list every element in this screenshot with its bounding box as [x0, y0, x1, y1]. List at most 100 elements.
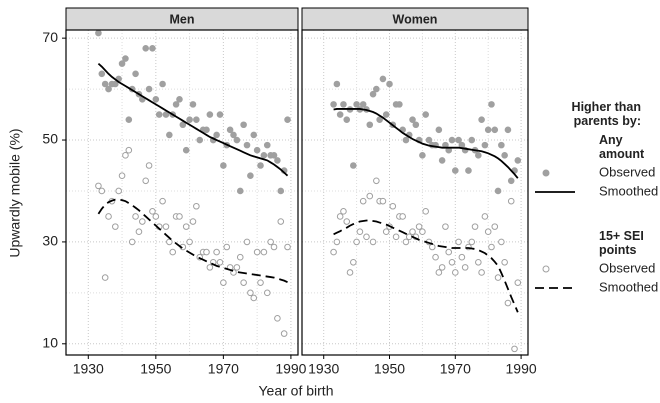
data-point	[445, 248, 453, 256]
data-point	[216, 111, 224, 118]
data-point	[336, 111, 344, 118]
legend-marker	[542, 265, 550, 273]
panel-border	[65, 29, 299, 356]
data-point	[504, 126, 512, 134]
data-point	[491, 223, 499, 230]
data-point	[118, 172, 126, 179]
data-point	[128, 238, 136, 246]
data-point	[468, 238, 476, 246]
data-point	[369, 90, 377, 98]
data-point	[438, 157, 446, 164]
y-tick-label: 50	[42, 131, 58, 147]
data-point	[379, 197, 387, 205]
data-point	[233, 264, 241, 271]
data-point	[379, 75, 387, 83]
data-point	[511, 345, 518, 353]
data-point	[95, 29, 102, 37]
data-point	[491, 126, 499, 134]
legend-label: Observed	[599, 164, 655, 179]
data-point	[166, 131, 173, 139]
data-point	[149, 45, 156, 52]
data-point	[435, 126, 443, 134]
data-point	[481, 141, 489, 149]
data-point	[101, 80, 109, 88]
data-point	[155, 111, 163, 118]
data-point	[122, 152, 129, 159]
x-tick-label: 1950	[140, 361, 171, 377]
data-point	[182, 146, 190, 154]
data-point	[145, 162, 153, 169]
data-point	[340, 208, 347, 215]
data-point	[392, 233, 400, 241]
data-point	[253, 248, 261, 256]
data-point	[263, 141, 271, 149]
data-point	[243, 238, 251, 246]
data-point	[488, 101, 495, 108]
data-point	[132, 213, 139, 220]
data-point	[425, 136, 433, 144]
data-point	[125, 146, 133, 154]
data-point	[193, 116, 200, 123]
data-point	[481, 213, 489, 220]
data-point	[101, 274, 109, 281]
data-point	[189, 101, 197, 108]
data-point	[223, 243, 231, 251]
data-point	[216, 258, 224, 266]
data-point	[280, 330, 288, 337]
data-point	[465, 167, 472, 174]
data-point	[359, 197, 367, 205]
data-point	[448, 258, 456, 266]
data-point	[343, 116, 351, 123]
smoothed-line	[97, 62, 289, 177]
data-point	[409, 228, 416, 236]
data-point	[277, 218, 285, 225]
data-point	[152, 95, 160, 103]
data-point	[206, 111, 214, 118]
data-point	[213, 248, 220, 256]
data-point	[369, 238, 377, 246]
data-point	[250, 294, 258, 302]
data-point	[373, 177, 380, 185]
legend-title: Higher than parents by:	[572, 100, 641, 128]
data-point	[419, 228, 426, 236]
data-point	[448, 136, 456, 144]
data-point	[166, 238, 173, 246]
data-point	[105, 85, 112, 93]
data-point	[277, 187, 285, 195]
data-point	[250, 131, 258, 139]
data-point	[226, 126, 234, 134]
data-point	[409, 116, 416, 123]
data-point	[340, 101, 347, 108]
data-point	[366, 121, 374, 129]
data-point	[182, 223, 190, 230]
data-point	[422, 208, 429, 215]
data-point	[270, 152, 278, 159]
data-point	[402, 136, 410, 144]
data-point	[125, 116, 133, 123]
data-point	[494, 187, 502, 195]
data-point	[507, 177, 515, 185]
data-point	[396, 101, 403, 108]
data-point	[95, 182, 102, 190]
x-tick-label: 1930	[73, 361, 104, 377]
data-point	[333, 80, 341, 88]
data-point	[270, 243, 278, 251]
data-point	[142, 177, 149, 185]
x-axis-label: Year of birth	[259, 383, 334, 399]
data-point	[399, 213, 406, 220]
data-point	[422, 111, 429, 118]
x-tick-label: 1990	[275, 361, 306, 377]
data-point	[142, 45, 149, 52]
data-point	[442, 223, 449, 230]
data-point	[247, 289, 254, 297]
data-point	[501, 258, 508, 266]
data-point	[484, 228, 492, 236]
panel-background	[302, 30, 528, 355]
data-point	[451, 167, 459, 174]
data-point	[382, 228, 390, 236]
data-point	[284, 243, 291, 251]
data-point	[419, 152, 426, 159]
data-point	[350, 258, 357, 266]
data-point	[468, 136, 476, 144]
